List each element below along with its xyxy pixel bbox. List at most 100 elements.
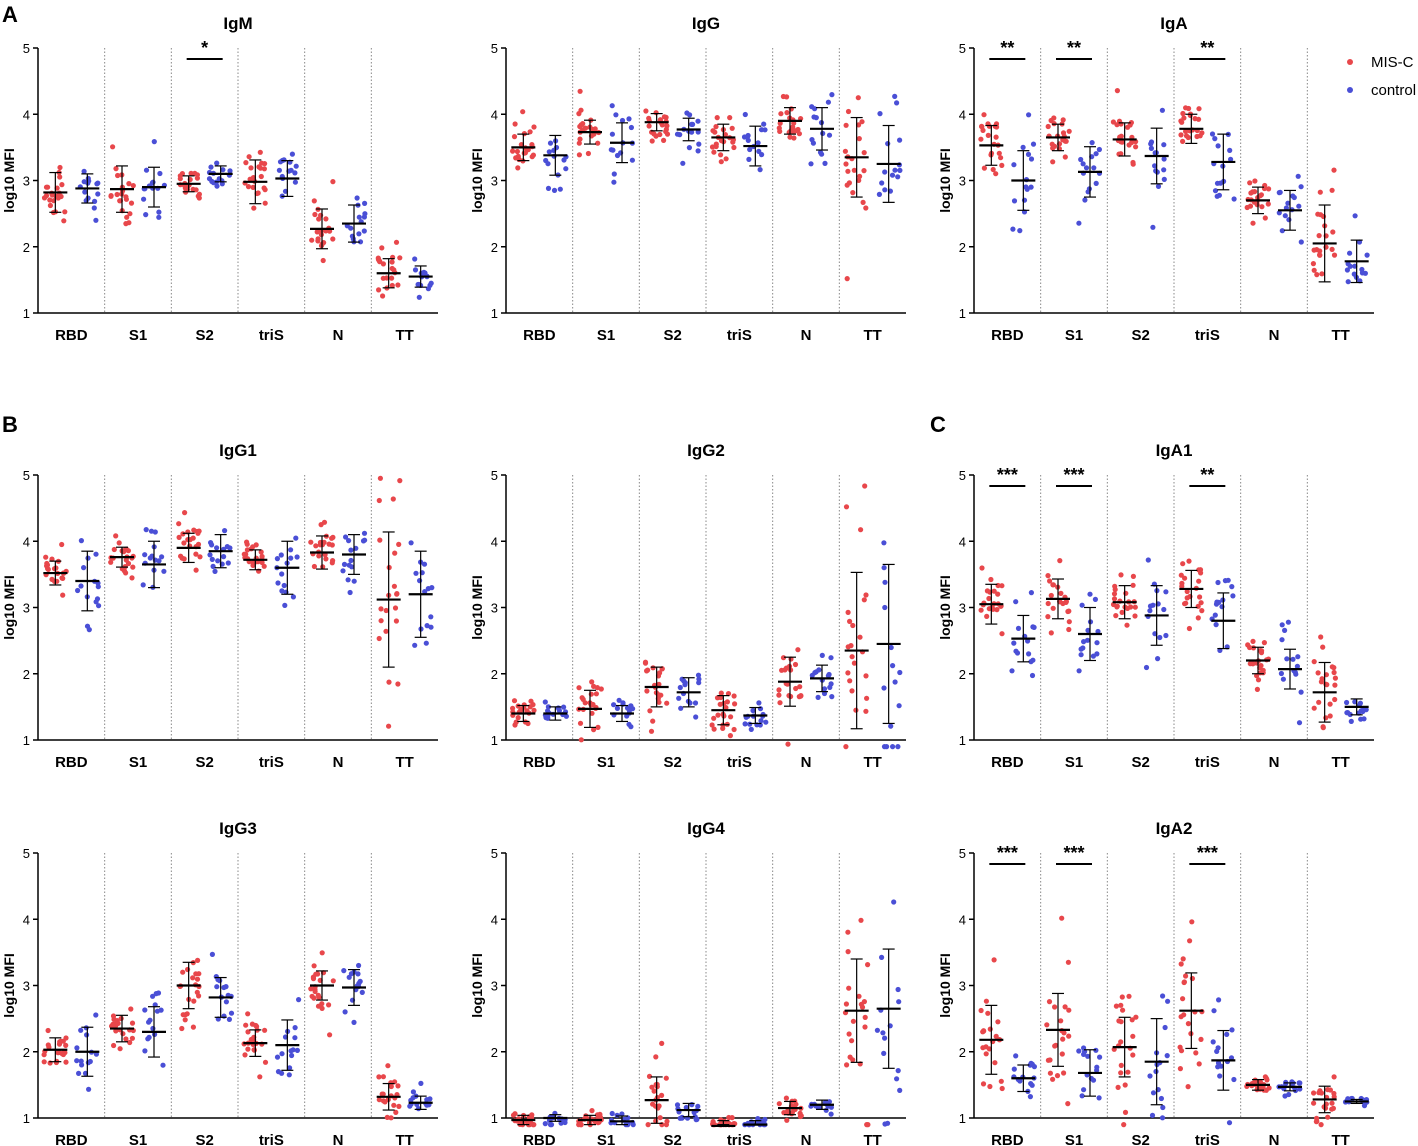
y-tick-label: 5 bbox=[491, 41, 498, 56]
data-point-mis-c bbox=[376, 287, 382, 293]
data-point-mis-c bbox=[1050, 159, 1056, 165]
data-point-mis-c bbox=[781, 1110, 787, 1116]
chart-title: IgG3 bbox=[219, 819, 257, 838]
y-tick-label: 1 bbox=[23, 306, 30, 321]
data-point-control bbox=[757, 167, 763, 173]
data-point-control bbox=[609, 1110, 615, 1117]
data-point-mis-c bbox=[993, 171, 999, 177]
data-point-control bbox=[74, 1045, 80, 1051]
data-point-control bbox=[79, 1062, 85, 1068]
data-point-mis-c bbox=[259, 160, 265, 166]
data-point-control bbox=[1153, 168, 1159, 174]
data-point-control bbox=[696, 141, 702, 147]
data-point-mis-c bbox=[1066, 608, 1072, 614]
data-point-control bbox=[613, 112, 619, 118]
data-point-control bbox=[882, 1035, 888, 1041]
data-point-control bbox=[81, 168, 87, 174]
data-point-mis-c bbox=[180, 531, 186, 537]
data-point-control bbox=[689, 1102, 695, 1108]
data-point-mis-c bbox=[1130, 161, 1136, 167]
data-point-control bbox=[1161, 142, 1167, 148]
data-point-mis-c bbox=[845, 168, 851, 174]
data-point-mis-c bbox=[1316, 1090, 1322, 1096]
data-point-control bbox=[1090, 1077, 1097, 1083]
x-tick-label: N bbox=[1269, 754, 1280, 771]
data-point-control bbox=[1152, 163, 1158, 169]
data-point-mis-c bbox=[1118, 151, 1124, 157]
data-point-control bbox=[1296, 203, 1302, 209]
data-point-mis-c bbox=[663, 1122, 670, 1128]
data-point-mis-c bbox=[1183, 600, 1189, 606]
data-point-mis-c bbox=[249, 1021, 255, 1027]
y-tick-label: 3 bbox=[491, 601, 498, 616]
data-point-control bbox=[82, 189, 88, 195]
data-point-mis-c bbox=[850, 190, 856, 196]
data-point-control bbox=[1347, 263, 1353, 269]
data-point-control bbox=[897, 669, 903, 676]
x-tick-label: S2 bbox=[663, 1132, 681, 1146]
data-point-control bbox=[86, 1086, 92, 1092]
data-point-mis-c bbox=[597, 1114, 604, 1120]
data-point-mis-c bbox=[984, 588, 991, 594]
significance-label: ** bbox=[1000, 38, 1014, 58]
data-point-mis-c bbox=[718, 152, 724, 158]
data-point-control bbox=[1358, 1095, 1364, 1102]
data-point-mis-c bbox=[791, 135, 797, 141]
data-point-mis-c bbox=[711, 149, 717, 155]
data-point-mis-c bbox=[1182, 575, 1188, 581]
data-point-mis-c bbox=[594, 685, 601, 691]
data-point-mis-c bbox=[649, 138, 655, 144]
data-point-mis-c bbox=[980, 127, 986, 133]
data-point-control bbox=[209, 556, 215, 563]
data-point-control bbox=[896, 999, 902, 1005]
data-point-mis-c bbox=[250, 184, 256, 190]
data-point-control bbox=[1285, 200, 1291, 206]
data-point-mis-c bbox=[1248, 190, 1254, 196]
data-point-mis-c bbox=[190, 186, 196, 192]
data-point-mis-c bbox=[577, 720, 584, 726]
data-point-control bbox=[1097, 1054, 1103, 1060]
data-point-control bbox=[412, 256, 418, 262]
chart-title: IgA1 bbox=[1156, 441, 1193, 460]
data-point-control bbox=[1282, 213, 1288, 219]
data-point-mis-c bbox=[856, 993, 862, 999]
data-point-mis-c bbox=[1113, 1003, 1119, 1009]
data-point-mis-c bbox=[642, 659, 649, 665]
data-point-control bbox=[810, 140, 817, 146]
data-point-mis-c bbox=[792, 661, 799, 668]
data-point-mis-c bbox=[776, 1101, 782, 1107]
data-point-mis-c bbox=[262, 1059, 269, 1065]
data-point-mis-c bbox=[994, 607, 1000, 613]
data-point-control bbox=[1210, 1039, 1216, 1045]
data-point-mis-c bbox=[646, 115, 652, 121]
data-point-control bbox=[553, 144, 560, 151]
data-point-mis-c bbox=[1130, 582, 1136, 588]
data-point-mis-c bbox=[713, 141, 719, 147]
data-point-control bbox=[809, 104, 815, 110]
data-point-control bbox=[342, 1009, 348, 1015]
data-point-mis-c bbox=[576, 1122, 582, 1128]
data-point-mis-c bbox=[1198, 1036, 1204, 1042]
data-point-mis-c bbox=[308, 539, 314, 545]
data-point-mis-c bbox=[1196, 578, 1202, 584]
data-point-mis-c bbox=[60, 1051, 66, 1058]
x-tick-label: S2 bbox=[663, 327, 681, 344]
significance-label: *** bbox=[1197, 843, 1218, 863]
data-point-control bbox=[677, 684, 683, 691]
data-point-mis-c bbox=[1330, 1105, 1336, 1111]
data-point-mis-c bbox=[725, 691, 732, 697]
data-point-mis-c bbox=[59, 541, 65, 548]
data-point-control bbox=[281, 582, 287, 589]
data-point-mis-c bbox=[514, 148, 521, 155]
data-point-mis-c bbox=[383, 628, 389, 634]
data-point-mis-c bbox=[1052, 1043, 1058, 1049]
y-tick-label: 2 bbox=[23, 1045, 30, 1060]
data-point-control bbox=[1160, 1104, 1166, 1111]
data-point-mis-c bbox=[59, 575, 65, 581]
data-point-mis-c bbox=[1047, 578, 1053, 584]
chart-title: IgG4 bbox=[687, 819, 725, 838]
y-tick-label: 4 bbox=[959, 912, 966, 927]
data-point-mis-c bbox=[1189, 975, 1195, 982]
y-tick-label: 1 bbox=[491, 1111, 498, 1126]
data-point-mis-c bbox=[1250, 645, 1257, 651]
